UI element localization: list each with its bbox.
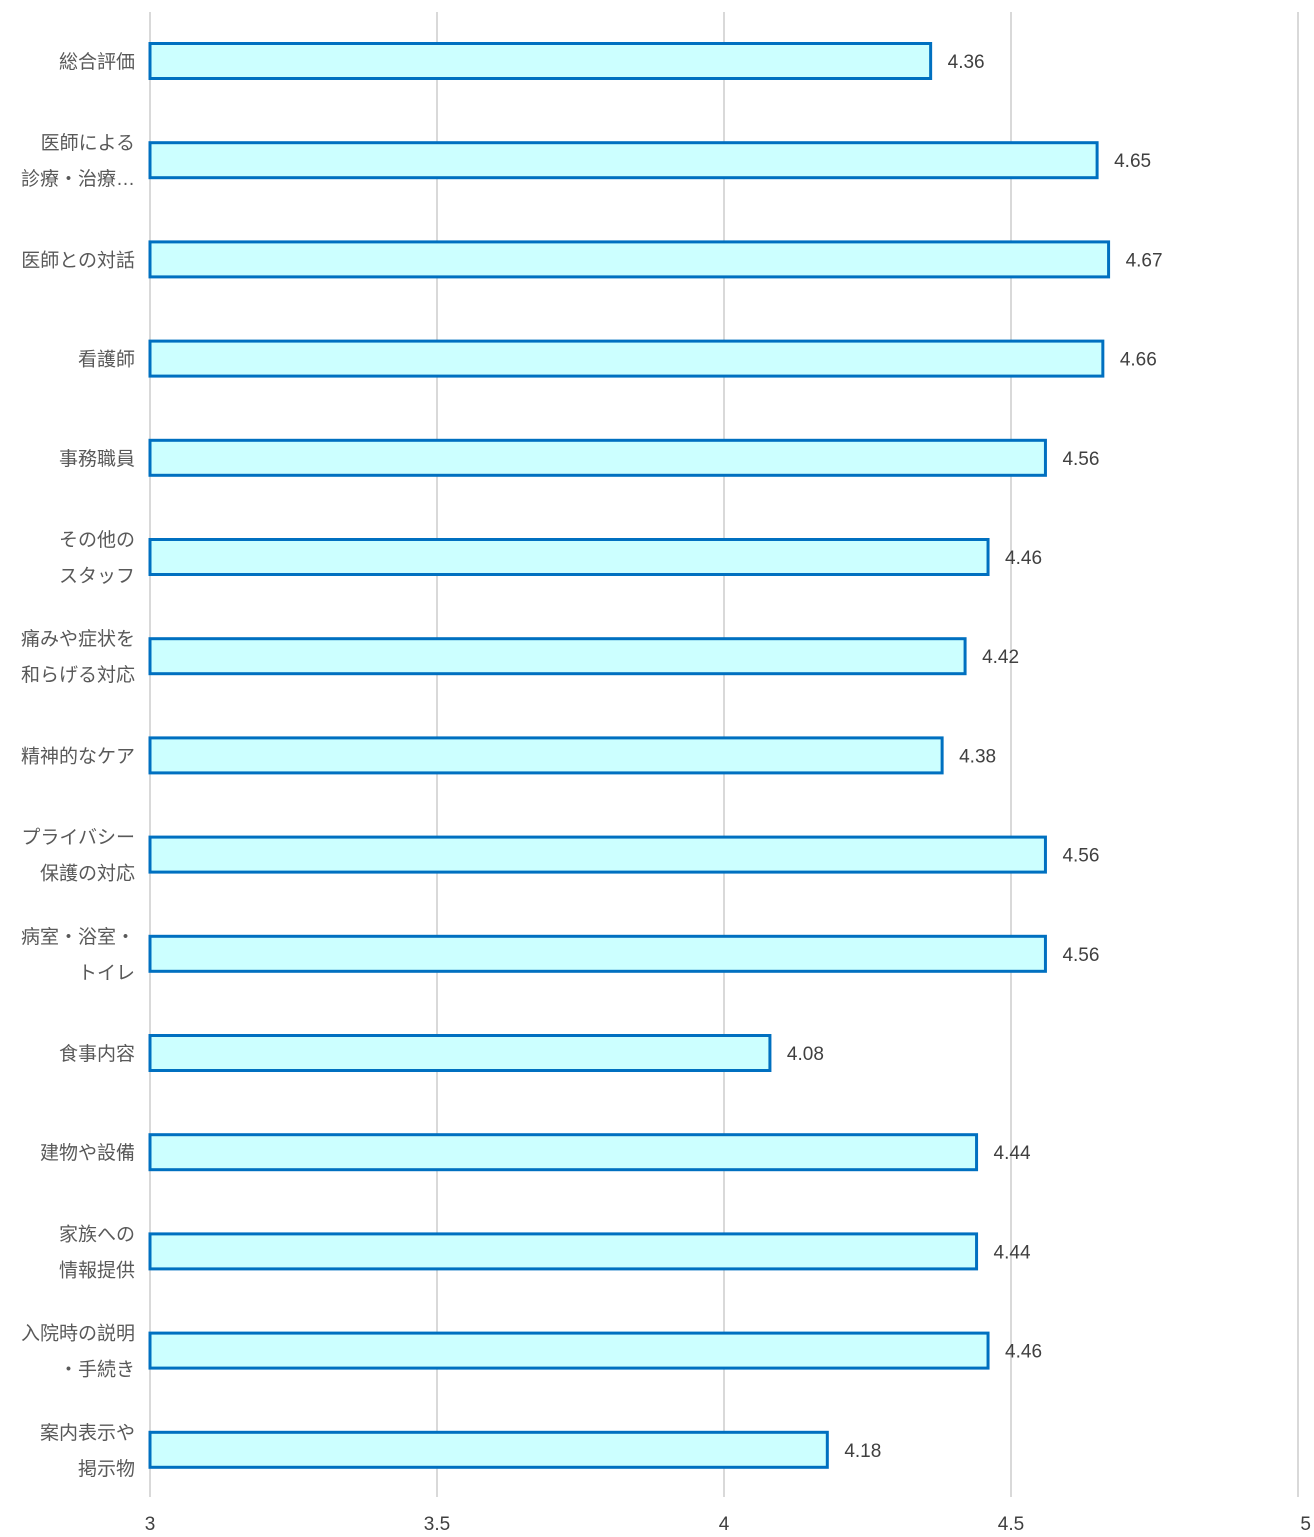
- data-label-6: 4.42: [982, 647, 1019, 668]
- data-label-13: 4.46: [1005, 1342, 1042, 1363]
- category-label-5-0: その他の: [59, 529, 135, 551]
- bar-14: [148, 1430, 829, 1469]
- data-label-1: 4.65: [1114, 151, 1151, 172]
- bar-12: [148, 1232, 979, 1271]
- category-label-0-0: 総合評価: [59, 51, 135, 73]
- bar-3: [148, 339, 1105, 378]
- bar-9: [148, 934, 1047, 973]
- category-label-14-0: 案内表示や: [40, 1422, 135, 1444]
- x-tick-label: 3: [145, 1514, 156, 1535]
- bar-0: [148, 42, 933, 80]
- data-label-5: 4.46: [1005, 548, 1042, 569]
- bar-1: [148, 141, 1099, 180]
- data-label-0: 4.36: [948, 52, 985, 73]
- category-label-6-1: 和らげる対応: [21, 664, 135, 686]
- x-tick-label: 5: [1300, 1514, 1311, 1535]
- bar-6: [148, 637, 967, 676]
- data-label-2: 4.67: [1126, 250, 1163, 271]
- category-label-6-0: 痛みや症状を: [21, 628, 135, 650]
- category-label-1-0: 医師による: [41, 132, 135, 154]
- category-label-11-0: 建物や設備: [40, 1142, 135, 1164]
- category-label-9-0: 病室・浴室・: [21, 926, 135, 948]
- category-label-8-0: プライバシー: [21, 827, 135, 849]
- x-axis-ticks: 3 3.5 4 4.5 5: [145, 1514, 1311, 1535]
- bars: [148, 42, 1111, 1469]
- category-label-9-1: トイレ: [78, 963, 135, 984]
- category-label-4-0: 事務職員: [59, 448, 135, 470]
- bar-11: [148, 1133, 979, 1172]
- category-label-8-1: 保護の対応: [40, 863, 135, 885]
- bar-13: [148, 1331, 990, 1370]
- bar-4: [148, 438, 1047, 477]
- category-label-13-1: ・手続き: [59, 1359, 135, 1381]
- bar-10: [148, 1034, 772, 1072]
- category-label-14-1: 掲示物: [78, 1458, 135, 1480]
- x-tick-label: 3.5: [424, 1514, 450, 1535]
- data-label-14: 4.18: [844, 1441, 881, 1462]
- category-label-12-1: 情報提供: [59, 1259, 135, 1281]
- category-label-5-1: スタッフ: [59, 565, 135, 587]
- data-labels: 4.36 4.65 4.67 4.66 4.56 4.46 4.42 4.38 4.56 4.56…: [787, 52, 1163, 1462]
- data-label-3: 4.66: [1120, 350, 1157, 371]
- category-label-13-0: 入院時の説明: [21, 1323, 135, 1345]
- data-label-11: 4.44: [994, 1143, 1031, 1164]
- data-label-9: 4.56: [1062, 945, 1099, 966]
- data-label-8: 4.56: [1062, 846, 1099, 867]
- bar-2: [148, 240, 1111, 279]
- data-label-7: 4.38: [959, 746, 996, 767]
- category-label-10-0: 食事内容: [59, 1043, 135, 1065]
- x-tick-label: 4.5: [998, 1514, 1024, 1535]
- category-label-12-0: 家族への: [59, 1223, 135, 1245]
- bar-7: [148, 736, 944, 775]
- category-label-1-1: 診療・治療…: [21, 168, 135, 190]
- data-label-4: 4.56: [1062, 449, 1099, 470]
- data-label-10: 4.08: [787, 1044, 824, 1065]
- bar-5: [148, 538, 990, 576]
- data-label-12: 4.44: [994, 1242, 1031, 1263]
- category-label-2-0: 医師との対話: [21, 249, 135, 271]
- bar-8: [148, 835, 1047, 874]
- category-label-3-0: 看護師: [78, 349, 135, 371]
- x-tick-label: 4: [719, 1514, 730, 1535]
- category-label-7-0: 精神的なケア: [21, 745, 135, 767]
